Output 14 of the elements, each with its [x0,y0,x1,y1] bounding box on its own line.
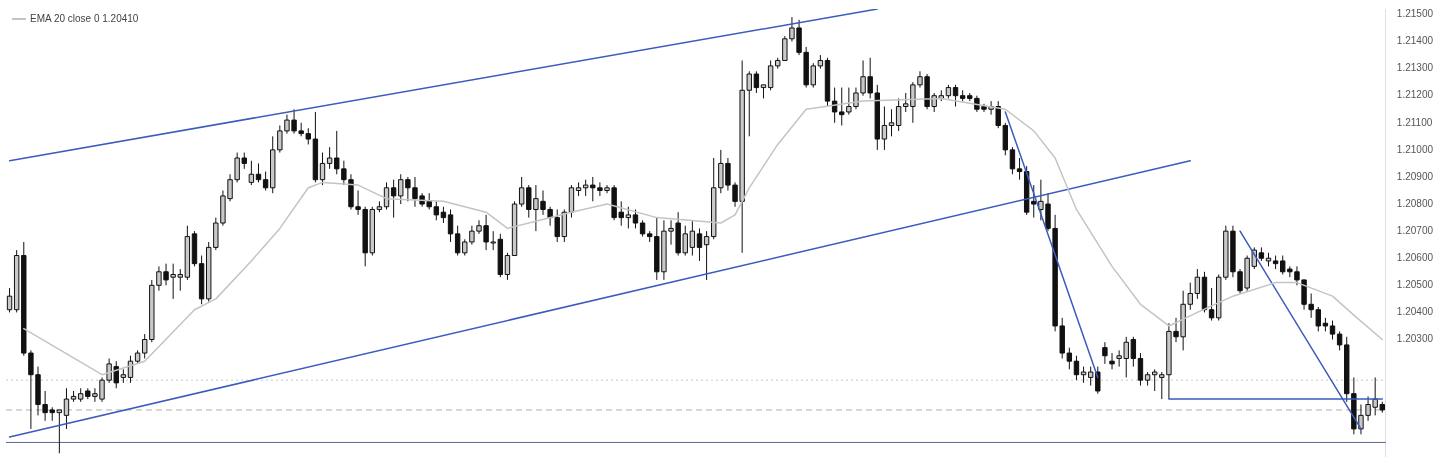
legend-label: EMA 20 close 0 1.20410 [30,13,139,24]
y-tick-label: 1.20700 [1396,224,1434,236]
y-tick-label: 1.21400 [1396,35,1434,47]
y-tick-label: 1.21300 [1396,62,1434,74]
y-tick-label: 1.20500 [1396,279,1434,291]
y-tick-label: 1.21100 [1396,116,1433,128]
y-tick-label: 1.21000 [1396,143,1434,155]
y-tick-label: 1.20300 [1396,333,1434,345]
y-tick-label: 1.20800 [1396,197,1434,209]
y-tick-label: 1.20400 [1396,306,1434,318]
y-tick-label: 1.20600 [1396,251,1434,263]
y-tick-label: 1.21500 [1396,8,1434,20]
y-tick-label: 1.21200 [1396,89,1434,101]
y-tick-label: 1.20900 [1396,170,1434,182]
